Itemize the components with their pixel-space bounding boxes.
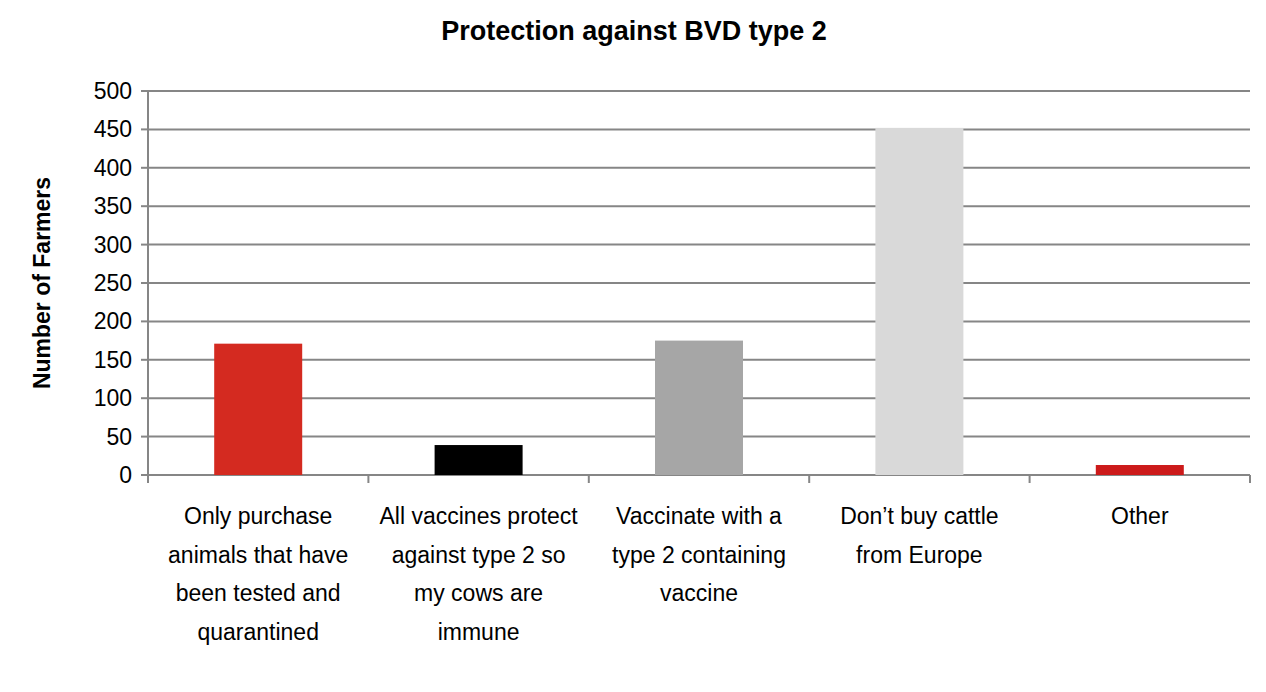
x-tick-label: Vaccinate with a type 2 containing vacci… [595,497,803,613]
bar [214,344,302,475]
y-tick-label: 50 [106,424,132,450]
bar [1096,465,1184,475]
x-tick [588,475,590,483]
y-tick-label: 100 [94,385,132,411]
grid-line [148,90,1250,92]
y-axis [147,91,149,475]
x-tick-label: Don’t buy cattle from Europe [815,497,1023,574]
grid-line [148,167,1250,169]
y-tick-label: 300 [94,232,132,258]
x-tick [1029,475,1031,483]
y-tick-label: 150 [94,347,132,373]
y-tick-label: 200 [94,308,132,334]
grid-line [148,128,1250,130]
x-tick [147,475,149,483]
y-tick-label: 350 [94,193,132,219]
y-tick [141,397,148,399]
y-tick [141,128,148,130]
grid-line [148,282,1250,284]
y-tick-label: 250 [94,270,132,296]
y-tick [141,282,148,284]
bar [655,341,743,475]
y-tick-label: 500 [94,78,132,104]
x-tick-label: Only purchase animals that have been tes… [154,497,362,651]
title: Protection against BVD type 2 [441,16,827,46]
y-tick-label: 400 [94,155,132,181]
y-axis-label: Number of Farmers [29,177,55,389]
bars [214,128,1184,475]
y-tick [141,474,148,476]
y-tick-label: 450 [94,116,132,142]
bar [435,445,523,475]
y-tick [141,244,148,246]
y-tick [141,167,148,169]
bar [875,128,963,475]
y-tick [141,320,148,322]
grid-line [148,320,1250,322]
y-tick [141,436,148,438]
x-tick [1249,475,1251,483]
y-tick [141,90,148,92]
x-tick-label: Other [1036,497,1244,536]
x-tick [367,475,369,483]
page: {"chart_data": {"type": "bar", "title": … [0,0,1266,692]
x-tick-label: All vaccines protect against type 2 so m… [375,497,583,651]
grid-line [148,244,1250,246]
y-tick [141,359,148,361]
y-tick-label: 0 [119,462,132,488]
grid-line [148,205,1250,207]
x-tick [808,475,810,483]
y-tick [141,205,148,207]
